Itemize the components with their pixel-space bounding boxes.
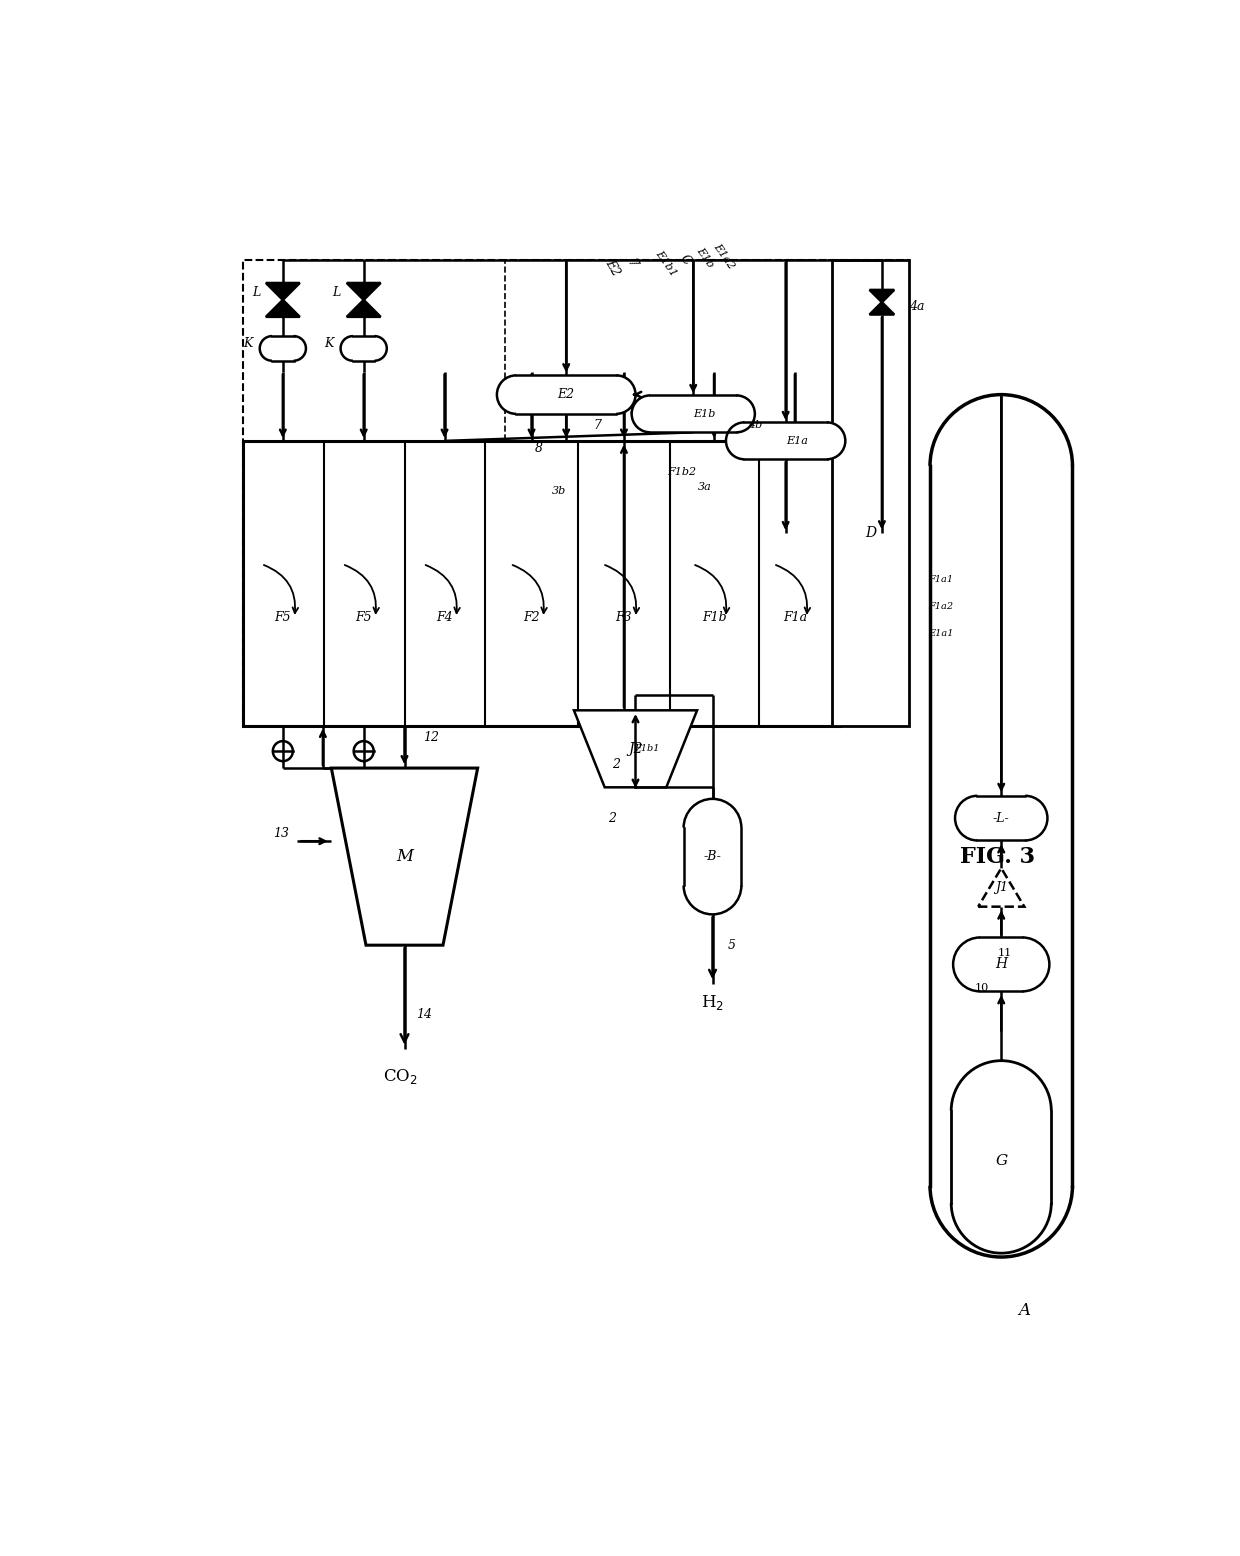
Circle shape [362, 336, 387, 361]
Text: -L-: -L- [993, 812, 1009, 825]
Bar [243, 440, 839, 725]
Text: 3a: 3a [698, 482, 712, 492]
Text: 3b: 3b [552, 485, 565, 496]
Polygon shape [978, 868, 1024, 907]
Text: A: A [1018, 1302, 1030, 1319]
Text: F5: F5 [356, 612, 372, 624]
Polygon shape [869, 289, 894, 302]
Circle shape [683, 798, 742, 857]
Circle shape [281, 336, 306, 361]
Text: F2: F2 [523, 612, 539, 624]
Bar [683, 828, 742, 885]
Text: 11: 11 [998, 948, 1012, 958]
Text: 2: 2 [613, 758, 620, 770]
Bar [516, 375, 616, 414]
Circle shape [353, 741, 373, 761]
Text: E1b: E1b [694, 246, 715, 269]
Text: F1b: F1b [702, 612, 727, 624]
Polygon shape [869, 302, 894, 314]
Circle shape [808, 422, 846, 459]
Text: F4: F4 [436, 612, 453, 624]
Text: D: D [864, 526, 875, 540]
Circle shape [930, 1114, 1073, 1257]
Text: M: M [396, 848, 413, 865]
Polygon shape [347, 300, 381, 317]
Bar [977, 795, 1025, 840]
Text: 5: 5 [728, 938, 735, 952]
Circle shape [951, 1061, 1052, 1161]
Circle shape [631, 395, 668, 433]
Text: 14: 14 [415, 1008, 432, 1021]
Polygon shape [331, 769, 477, 944]
Text: 10: 10 [975, 982, 990, 993]
Text: K: K [243, 336, 253, 350]
Text: F3: F3 [615, 612, 632, 624]
Polygon shape [265, 300, 300, 317]
Text: E1a: E1a [786, 436, 808, 447]
Bar [980, 937, 1023, 991]
Text: E1b: E1b [693, 409, 715, 419]
Text: F1a2: F1a2 [928, 602, 954, 612]
Text: E1a1: E1a1 [928, 629, 954, 638]
Circle shape [497, 375, 536, 414]
Text: F1a1: F1a1 [928, 574, 954, 584]
Circle shape [930, 395, 1073, 537]
Circle shape [341, 336, 366, 361]
Text: L: L [332, 286, 341, 299]
Text: CO$_2$: CO$_2$ [383, 1066, 418, 1086]
Text: E1b1: E1b1 [653, 249, 678, 279]
Polygon shape [347, 283, 381, 300]
Bar [272, 336, 294, 361]
Text: 4a: 4a [909, 300, 924, 313]
Bar [744, 422, 827, 459]
Bar [243, 260, 909, 725]
Circle shape [683, 857, 742, 915]
Text: E1a2: E1a2 [712, 241, 737, 271]
Text: E2: E2 [603, 257, 622, 279]
Bar [832, 260, 909, 725]
Bar [353, 336, 374, 361]
Text: 7: 7 [624, 257, 640, 271]
Circle shape [273, 741, 293, 761]
Circle shape [259, 336, 284, 361]
Text: K: K [325, 336, 334, 350]
Text: 4b: 4b [748, 420, 761, 431]
Text: G: G [996, 1153, 1007, 1167]
Text: 7: 7 [593, 419, 601, 433]
Text: H$_2$: H$_2$ [701, 993, 724, 1013]
Polygon shape [574, 711, 697, 787]
Text: J2: J2 [629, 742, 642, 756]
Circle shape [951, 1153, 1052, 1253]
Text: L: L [252, 286, 260, 299]
Circle shape [996, 937, 1049, 991]
Text: FIG. 3: FIG. 3 [960, 845, 1035, 868]
Circle shape [596, 375, 635, 414]
Text: F1a: F1a [782, 612, 807, 624]
Text: 2: 2 [609, 812, 616, 825]
Polygon shape [265, 283, 300, 300]
Bar [650, 395, 737, 433]
Circle shape [954, 937, 1007, 991]
Text: F1b1: F1b1 [635, 744, 660, 753]
Text: H: H [996, 957, 1007, 971]
Text: E2: E2 [558, 387, 575, 401]
Bar [951, 1111, 1052, 1203]
Bar [505, 260, 882, 534]
Text: J1: J1 [994, 881, 1008, 893]
Text: 13: 13 [273, 828, 289, 840]
Circle shape [718, 395, 755, 433]
Text: -B-: -B- [703, 850, 722, 864]
Text: C: C [677, 252, 693, 268]
Text: 12: 12 [423, 731, 439, 744]
Bar [930, 465, 1073, 1186]
Circle shape [955, 795, 999, 840]
Text: F5: F5 [274, 612, 291, 624]
Circle shape [725, 422, 763, 459]
Text: 8: 8 [536, 442, 543, 454]
Text: F1b2: F1b2 [667, 467, 697, 476]
Circle shape [1003, 795, 1048, 840]
